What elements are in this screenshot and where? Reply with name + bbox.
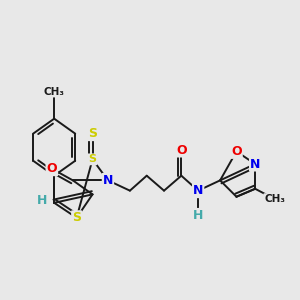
Text: O: O	[176, 143, 187, 157]
Text: O: O	[231, 145, 242, 158]
Text: H: H	[193, 209, 203, 222]
Text: N: N	[250, 158, 260, 170]
Text: S: S	[72, 211, 81, 224]
Text: CH₃: CH₃	[44, 87, 65, 97]
Text: O: O	[46, 162, 57, 175]
Text: H: H	[37, 194, 47, 207]
Text: CH₃: CH₃	[264, 194, 285, 204]
Text: N: N	[193, 184, 203, 197]
Text: S: S	[88, 154, 97, 164]
Text: N: N	[103, 174, 113, 187]
Text: S: S	[88, 127, 97, 140]
